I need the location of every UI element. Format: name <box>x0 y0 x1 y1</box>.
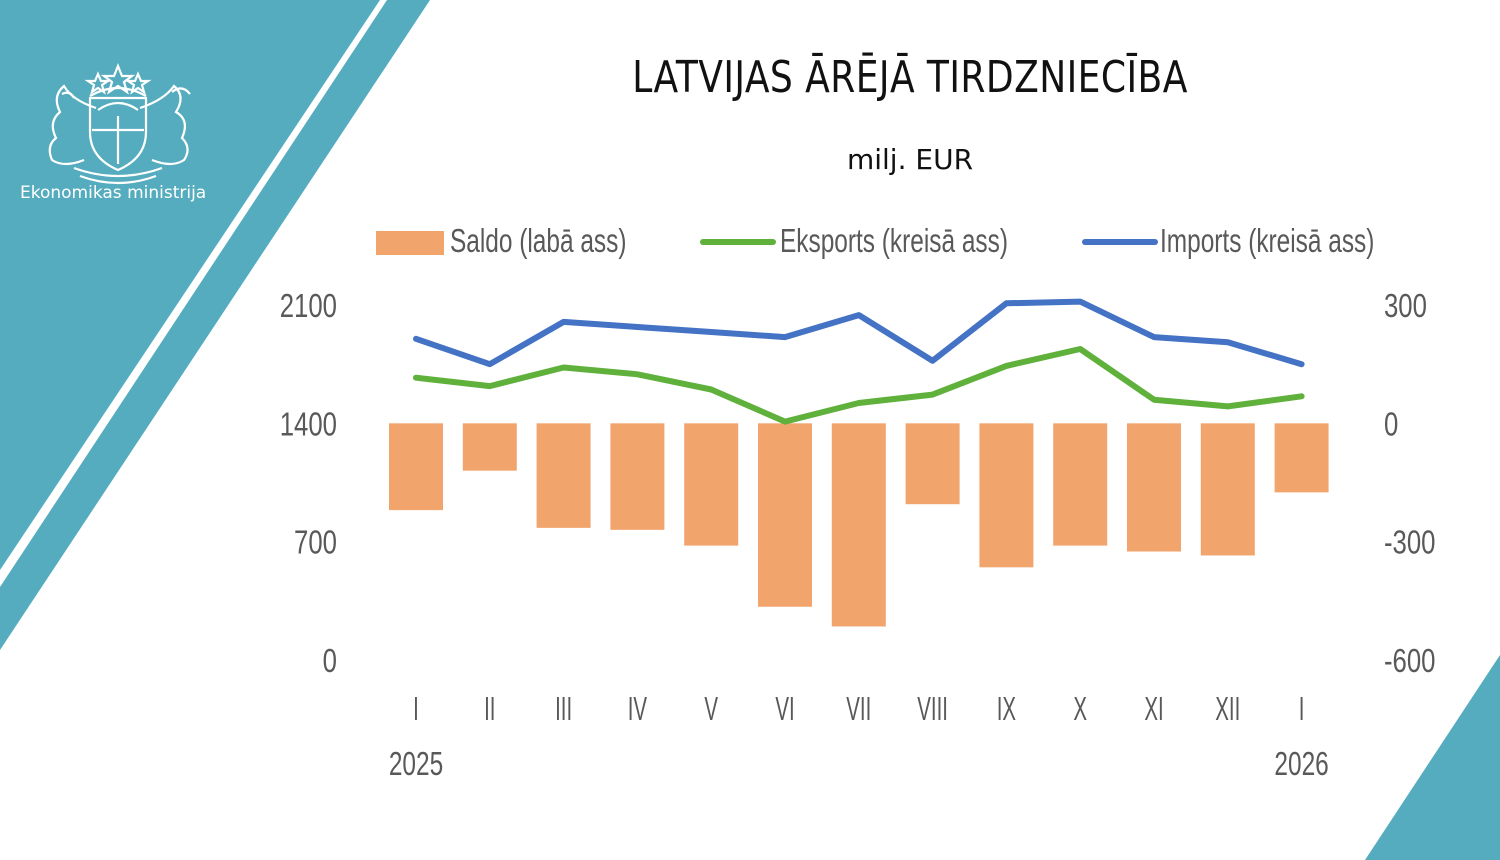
saldo-bar <box>610 423 665 530</box>
legend-imports-label: Imports (kreisā ass) <box>1160 222 1375 259</box>
legend-saldo-label: Saldo (labā ass) <box>450 222 627 259</box>
saldo-bar <box>462 423 517 471</box>
left-tick-label: 700 <box>294 525 337 562</box>
trade-lines <box>413 298 1305 425</box>
month-label: XI <box>1144 690 1163 727</box>
month-label: III <box>555 690 572 727</box>
legend-saldo: Saldo (labā ass) <box>376 222 636 262</box>
month-label: IX <box>997 690 1016 727</box>
month-label: V <box>704 690 718 727</box>
month-label: I <box>413 690 419 727</box>
legend-imports-swatch <box>1082 239 1158 245</box>
year-label: 2026 <box>1274 747 1328 783</box>
month-label: VI <box>775 690 794 727</box>
right-tick-label: -600 <box>1384 643 1435 680</box>
saldo-bar <box>1053 423 1108 546</box>
saldo-bars <box>389 423 1329 627</box>
left-tick-label: 2100 <box>280 288 337 325</box>
saldo-bar <box>1200 423 1255 556</box>
month-label: I <box>1299 690 1305 727</box>
legend-eksports: Eksports (kreisā ass) <box>700 222 1008 262</box>
month-label: X <box>1073 690 1087 727</box>
right-tick-label: 300 <box>1384 288 1427 325</box>
right-tick-label: -300 <box>1384 525 1435 562</box>
saldo-bar <box>684 423 739 546</box>
left-tick-label: 1400 <box>280 406 337 443</box>
teal-stripe-bottom-right <box>1418 745 1500 860</box>
teal-stripe-top-left <box>0 0 430 650</box>
saldo-bar <box>831 423 886 627</box>
legend-imports: Imports (kreisā ass) <box>1082 222 1375 262</box>
saldo-bar <box>905 423 960 505</box>
month-label: II <box>484 690 495 727</box>
left-axis: 2100 1400 700 0 <box>280 288 337 680</box>
legend-eksports-label: Eksports (kreisā ass) <box>780 222 1008 259</box>
imports-line <box>413 298 1305 368</box>
teal-corner-top-left <box>0 0 380 570</box>
year-label: 2025 <box>389 747 443 783</box>
month-label: VIII <box>917 690 948 727</box>
eksports-line <box>413 346 1305 425</box>
saldo-bar <box>389 423 443 511</box>
ministry-name: Ekonomikas ministrija <box>20 183 207 203</box>
right-tick-label: 0 <box>1384 406 1398 443</box>
legend-eksports-swatch <box>700 239 776 245</box>
saldo-bar <box>1127 423 1181 552</box>
month-label: XII <box>1215 690 1240 727</box>
month-label: IV <box>628 690 648 727</box>
latvia-coat-of-arms-icon <box>48 63 191 185</box>
saldo-bar <box>1274 423 1329 493</box>
saldo-bar <box>536 423 591 528</box>
teal-corner-bottom-right <box>1365 655 1500 860</box>
legend-saldo-swatch <box>376 231 444 255</box>
saldo-bar <box>979 423 1034 568</box>
chart-subtitle: milj. EUR <box>846 143 974 176</box>
chart-title: LATVIJAS ĀRĒJĀ TIRDZNIECĪBA <box>632 52 1188 103</box>
month-label: VII <box>846 690 871 727</box>
left-tick-label: 0 <box>323 643 337 680</box>
right-axis: 300 0 -300 -600 <box>1384 288 1435 680</box>
saldo-bar <box>758 423 812 607</box>
